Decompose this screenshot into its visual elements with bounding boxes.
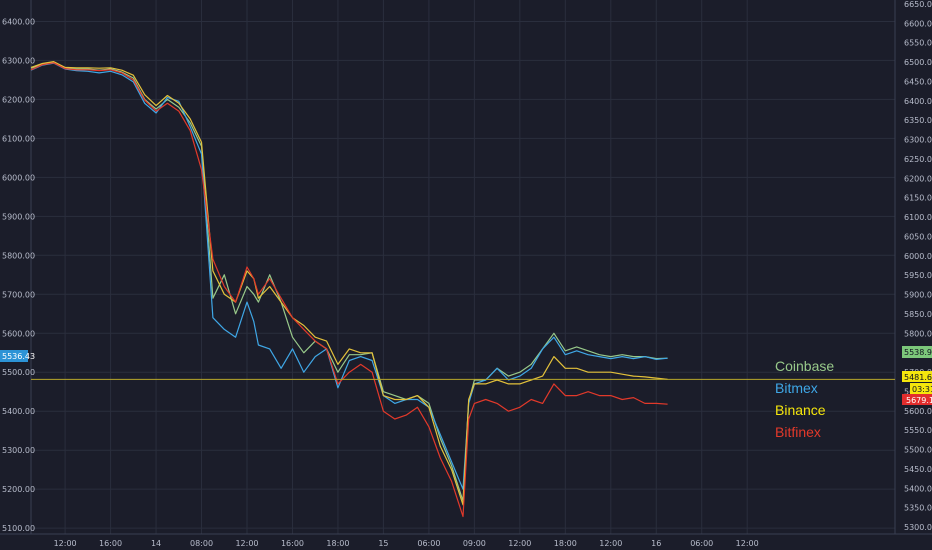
legend-coinbase: Coinbase — [775, 358, 834, 374]
left-tick-label-6: 5700.00 — [2, 290, 35, 299]
left-tick-label-9: 6000.00 — [2, 173, 35, 182]
left-tick-label-13: 6400.00 — [2, 17, 35, 26]
right-tick-label-18: 6200.00 — [904, 174, 932, 183]
legend-bitmex: Bitmex — [775, 380, 818, 396]
left-price-badge-text: 5536.43 — [2, 352, 35, 361]
coinbase-price-badge: 5538.96 — [902, 346, 932, 358]
right-tick-label-26: 6600.00 — [904, 19, 932, 28]
right-tick-label-15: 6050.00 — [904, 232, 932, 241]
time-tick-label-11: 18:00 — [554, 539, 577, 548]
time-tick-label-3: 08:00 — [190, 539, 213, 548]
legend-binance: Binance — [775, 402, 826, 418]
time-tick-label-0: 12:00 — [54, 539, 77, 548]
right-tick-label-25: 6550.00 — [904, 39, 932, 48]
binance-price-badge-text: 5481.64 — [904, 373, 932, 382]
time-tick-label-15: 12:00 — [736, 539, 759, 548]
right-tick-label-17: 6150.00 — [904, 194, 932, 203]
left-tick-label-10: 6100.00 — [2, 134, 35, 143]
time-tick-label-2: 14 — [151, 539, 161, 548]
right-tick-label-27: 6650.00 — [904, 0, 932, 9]
left-tick-label-2: 5300.00 — [2, 446, 35, 455]
time-tick-label-14: 06:00 — [690, 539, 713, 548]
left-tick-label-4: 5500.00 — [2, 368, 35, 377]
time-tick-label-13: 16 — [651, 539, 661, 548]
time-tick-label-12: 12:00 — [599, 539, 622, 548]
chart-legend: Coinbase Bitmex Binance Bitfinex — [775, 358, 834, 440]
right-tick-label-24: 6500.00 — [904, 58, 932, 67]
right-tick-label-0: 5300.00 — [904, 523, 932, 532]
time-tick-label-4: 12:00 — [235, 539, 258, 548]
right-tick-label-16: 6100.00 — [904, 213, 932, 222]
left-tick-label-3: 5400.00 — [2, 407, 35, 416]
right-tick-label-20: 6300.00 — [904, 136, 932, 145]
right-tick-label-13: 5950.00 — [904, 271, 932, 280]
series-line-bitmex — [30, 62, 668, 490]
time-tick-label-7: 15 — [378, 539, 388, 548]
binance-countdown-text: 03:31 — [912, 385, 932, 394]
bitfinex-price-badge: 5679.1 — [902, 394, 932, 405]
series-lines — [30, 61, 668, 518]
right-tick-label-12: 5900.00 — [904, 291, 932, 300]
bitfinex-price-badge-text: 5679.1 — [906, 396, 932, 405]
time-tick-label-1: 16:00 — [99, 539, 122, 548]
left-tick-label-1: 5200.00 — [2, 485, 35, 494]
left-tick-label-0: 5100.00 — [2, 524, 35, 533]
left-tick-label-12: 6300.00 — [2, 56, 35, 65]
time-axis[interactable]: 12:00 16:00 14 08:00 12:00 16:00 18:00 15 06:00 0… — [54, 539, 759, 548]
right-tick-label-6: 5600.00 — [904, 407, 932, 416]
right-tick-label-1: 5350.00 — [904, 504, 932, 513]
right-tick-label-14: 6000.00 — [904, 252, 932, 261]
right-tick-label-5: 5550.00 — [904, 426, 932, 435]
coinbase-price-badge-text: 5538.96 — [904, 348, 932, 357]
right-tick-label-11: 5850.00 — [904, 310, 932, 319]
right-tick-label-23: 6450.00 — [904, 77, 932, 86]
left-tick-label-11: 6200.00 — [2, 95, 35, 104]
right-tick-label-10: 5800.00 — [904, 329, 932, 338]
left-tick-label-8: 5900.00 — [2, 212, 35, 221]
left-tick-label-7: 5800.00 — [2, 251, 35, 260]
right-tick-label-3: 5450.00 — [904, 465, 932, 474]
chart-grid — [0, 0, 932, 535]
time-tick-label-6: 18:00 — [326, 539, 349, 548]
time-tick-label-9: 09:00 — [463, 539, 486, 548]
series-line-binance — [30, 61, 668, 506]
right-tick-label-4: 5500.00 — [904, 446, 932, 455]
right-tick-label-2: 5400.00 — [904, 484, 932, 493]
right-tick-label-19: 6250.00 — [904, 155, 932, 164]
binance-price-badge: 5481.64 — [902, 371, 932, 382]
time-tick-label-8: 06:00 — [417, 539, 440, 548]
time-tick-label-10: 12:00 — [508, 539, 531, 548]
right-price-axis[interactable]: 5300.00 5350.00 5400.00 5450.00 5500.00 5550.… — [904, 0, 932, 532]
legend-bitfinex: Bitfinex — [775, 424, 821, 440]
binance-countdown-badge: 03:31 — [910, 383, 932, 394]
left-price-badge: 5536.43 — [0, 350, 35, 362]
left-price-axis[interactable]: 5100.00 5200.00 5300.00 5400.00 5500.00 5600.… — [2, 17, 35, 533]
right-tick-label-22: 6400.00 — [904, 97, 932, 106]
series-line-bitfinex — [30, 62, 668, 518]
left-tick-label-5: 5600.00 — [2, 329, 35, 338]
right-tick-label-21: 6350.00 — [904, 116, 932, 125]
time-tick-label-5: 16:00 — [281, 539, 304, 548]
